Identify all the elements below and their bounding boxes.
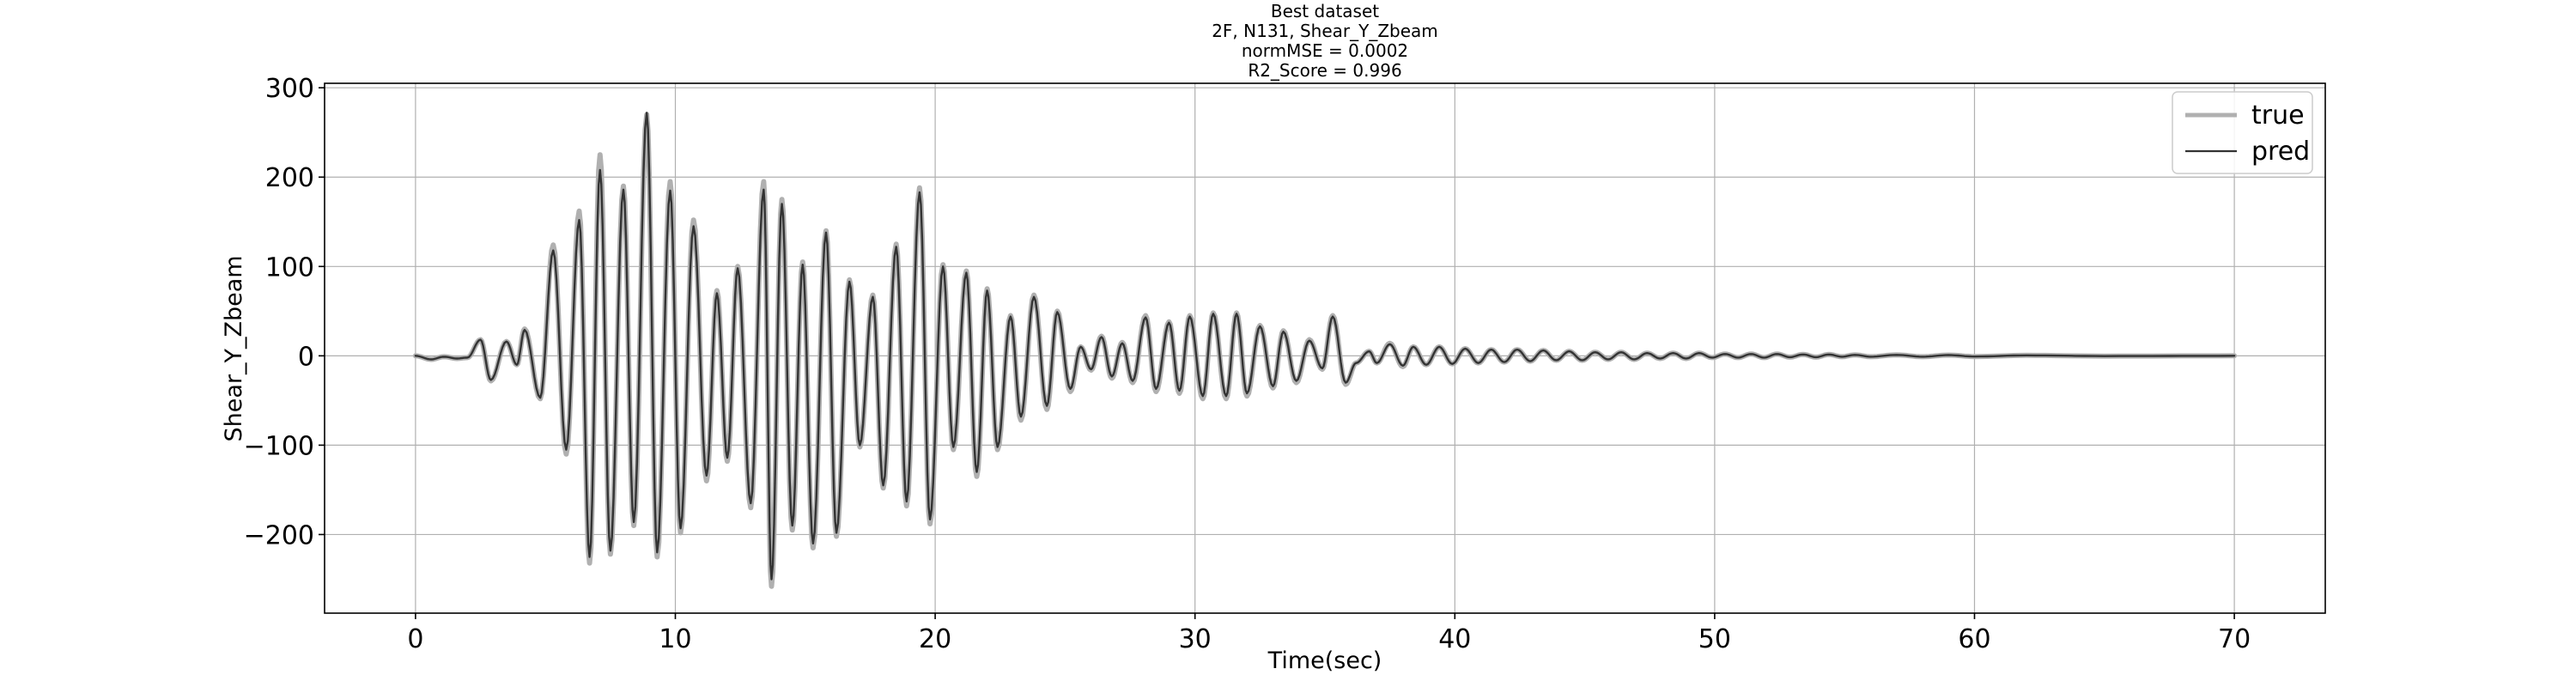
series-line-pred (414, 112, 2236, 581)
y-tick-label: 200 (265, 163, 314, 193)
x-tick-label: 70 (2218, 624, 2251, 654)
chart-title: Best dataset 2F, N131, Shear_Y_Zbeam nor… (1212, 1, 1438, 81)
x-tick-label: 0 (407, 624, 423, 654)
y-tick-label: 0 (298, 342, 314, 372)
plot-frame (324, 82, 2326, 614)
series-layer (412, 112, 2238, 589)
x-tick-label: 30 (1179, 624, 1212, 654)
y-tick-label: 100 (265, 252, 314, 283)
y-tick-label: −100 (244, 431, 314, 461)
legend-label-pred: pred (2251, 137, 2310, 167)
y-axis-label: Shear_Y_Zbeam (221, 255, 247, 441)
legend: true pred (2172, 91, 2313, 174)
x-tick-label: 10 (659, 624, 691, 654)
title-line-1: Best dataset (1271, 1, 1379, 21)
legend-label-true: true (2251, 100, 2305, 131)
x-axis-label: Time(sec) (1267, 647, 1382, 674)
title-line-3: normMSE = 0.0002 (1242, 40, 1408, 61)
y-tick-label: 300 (265, 74, 314, 104)
y-axis: −200 −100 0 100 200 300 (244, 74, 325, 550)
x-tick-label: 40 (1438, 624, 1471, 654)
y-tick-label: −200 (244, 520, 314, 550)
title-line-4: R2_Score = 0.996 (1248, 60, 1401, 81)
title-line-2: 2F, N131, Shear_Y_Zbeam (1212, 21, 1438, 41)
x-tick-label: 60 (1958, 624, 1990, 654)
legend-box (2172, 91, 2313, 174)
x-tick-label: 20 (919, 624, 951, 654)
x-tick-label: 50 (1698, 624, 1731, 654)
x-axis: 0 10 20 30 40 50 60 70 (407, 613, 2251, 654)
